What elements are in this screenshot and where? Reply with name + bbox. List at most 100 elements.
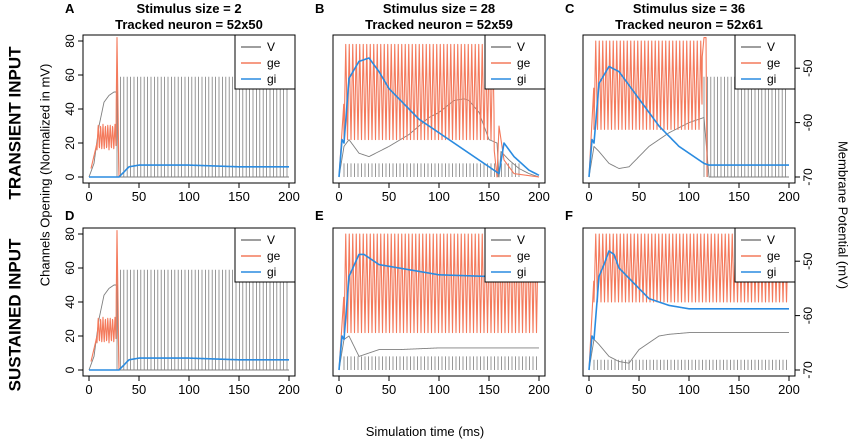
- series-V: [88, 269, 290, 371]
- row-label-sustained: SUSTAINED INPUT: [5, 238, 24, 391]
- right-axis: -70 -60 -50: [795, 252, 815, 379]
- x-axis: 0 50 100 150 200: [585, 376, 800, 397]
- legend-label-V: V: [517, 40, 525, 54]
- x-tick-label: 100: [678, 382, 700, 397]
- row-label-transient: TRANSIENT INPUT: [5, 46, 24, 200]
- panel-letter-A: A: [65, 1, 75, 16]
- y-tick-label: 40: [63, 295, 77, 309]
- series-gi-line: [88, 164, 290, 178]
- x-tick-label: 100: [678, 189, 700, 204]
- x-tick-label: 200: [778, 189, 800, 204]
- legend-label-ge: ge: [267, 56, 281, 70]
- legend-label-gi: gi: [267, 72, 276, 86]
- series-gi-line: [338, 57, 540, 178]
- right-tick-label: -60: [801, 114, 815, 132]
- x-tick-label: 200: [278, 189, 300, 204]
- y-tick-label: 60: [63, 261, 77, 275]
- series-V-line: [588, 332, 790, 371]
- x-tick-label: 0: [85, 189, 92, 204]
- series-ge: [588, 37, 708, 178]
- y-tick-label: 80: [63, 34, 77, 48]
- right-tick-label: -50: [801, 59, 815, 77]
- legend-label-V: V: [267, 233, 275, 247]
- panel-letter-C: C: [565, 1, 575, 16]
- panel-letter-F: F: [565, 208, 573, 223]
- series-group: [88, 230, 290, 371]
- series-gi-line: [588, 250, 790, 371]
- right-tick-label: -50: [801, 252, 815, 270]
- legend-label-gi: gi: [767, 72, 776, 86]
- left-axis-label: Channels Opening (Normalized in mV): [37, 64, 52, 287]
- series-ge: [90, 37, 120, 178]
- column-header-neuron-2: Tracked neuron = 52x59: [365, 17, 513, 32]
- panel-letter-B: B: [315, 1, 324, 16]
- column-header-stimulus-2: Stimulus size = 28: [383, 1, 495, 16]
- legend-box: [234, 227, 296, 283]
- x-axis: 0 50 100 150 200: [335, 376, 550, 397]
- series-V-spikes: [116, 76, 288, 177]
- legend-label-ge: ge: [267, 249, 281, 263]
- column-header-neuron-3: Tracked neuron = 52x61: [615, 17, 763, 32]
- legend-label-V: V: [267, 40, 275, 54]
- x-tick-label: 200: [778, 382, 800, 397]
- x-tick-label: 50: [132, 382, 146, 397]
- y-tick-label: 20: [63, 136, 77, 150]
- x-tick-label: 100: [178, 189, 200, 204]
- right-tick-label: -70: [801, 361, 815, 379]
- x-tick-label: 50: [382, 189, 396, 204]
- legend-label-gi: gi: [517, 265, 526, 279]
- x-tick-label: 0: [85, 382, 92, 397]
- series-gi-line: [88, 357, 290, 371]
- panel-B: B 0 50 100 150 200 Vge gi: [315, 1, 550, 204]
- legend-box: [234, 34, 296, 90]
- series-group: [338, 43, 540, 178]
- right-axis-label: Membrane Potential (mV): [836, 141, 851, 289]
- legend: Vge gi: [484, 227, 546, 283]
- series-ge: [90, 230, 120, 371]
- series-V-line: [338, 335, 540, 371]
- panel-D: D 0 50 100 150 200 0 20 40 60 80 Vge gi: [63, 208, 300, 397]
- x-tick-label: 150: [228, 382, 250, 397]
- legend-label-gi: gi: [267, 265, 276, 279]
- x-tick-label: 150: [728, 189, 750, 204]
- y-tick-label: 80: [63, 227, 77, 241]
- y-tick-label: 0: [63, 366, 77, 373]
- x-axis-label: Simulation time (ms): [366, 424, 484, 439]
- legend: Vge gi: [484, 34, 546, 90]
- x-tick-label: 200: [528, 189, 550, 204]
- series-ge: [338, 233, 540, 371]
- series-ge-line: [90, 37, 120, 178]
- x-tick-label: 0: [585, 189, 592, 204]
- panel-letter-D: D: [65, 208, 74, 223]
- panel-A: A 0 50 100 150 200 0 20 40 60 80 Vge gi: [63, 1, 300, 204]
- series-group: [588, 37, 790, 178]
- legend: Vge gi: [734, 227, 796, 283]
- series-gi: [88, 357, 290, 371]
- y-axis: 0 20 40 60 80: [63, 227, 83, 373]
- x-axis: 0 50 100 150 200: [85, 376, 300, 397]
- series-V: [88, 76, 290, 178]
- y-tick-label: 20: [63, 329, 77, 343]
- x-tick-label: 100: [428, 189, 450, 204]
- legend-label-gi: gi: [767, 265, 776, 279]
- x-tick-label: 50: [382, 382, 396, 397]
- series-V-spikes: [593, 359, 787, 370]
- series-ge-line: [338, 43, 540, 178]
- series-gi: [88, 164, 290, 178]
- legend-label-V: V: [767, 233, 775, 247]
- series-ge-line: [588, 37, 708, 178]
- legend: Vge gi: [734, 34, 796, 90]
- legend-box: [734, 227, 796, 283]
- right-tick-label: -60: [801, 307, 815, 325]
- column-header-neuron-1: Tracked neuron = 52x50: [115, 17, 263, 32]
- series-gi: [588, 65, 790, 178]
- column-header-stimulus-1: Stimulus size = 2: [136, 1, 241, 16]
- x-tick-label: 150: [728, 382, 750, 397]
- column-header-stimulus-3: Stimulus size = 36: [633, 1, 745, 16]
- legend-label-ge: ge: [767, 56, 781, 70]
- x-tick-label: 150: [228, 189, 250, 204]
- x-axis: 0 50 100 150 200: [85, 183, 300, 204]
- legend-label-V: V: [517, 233, 525, 247]
- legend-label-ge: ge: [517, 249, 531, 263]
